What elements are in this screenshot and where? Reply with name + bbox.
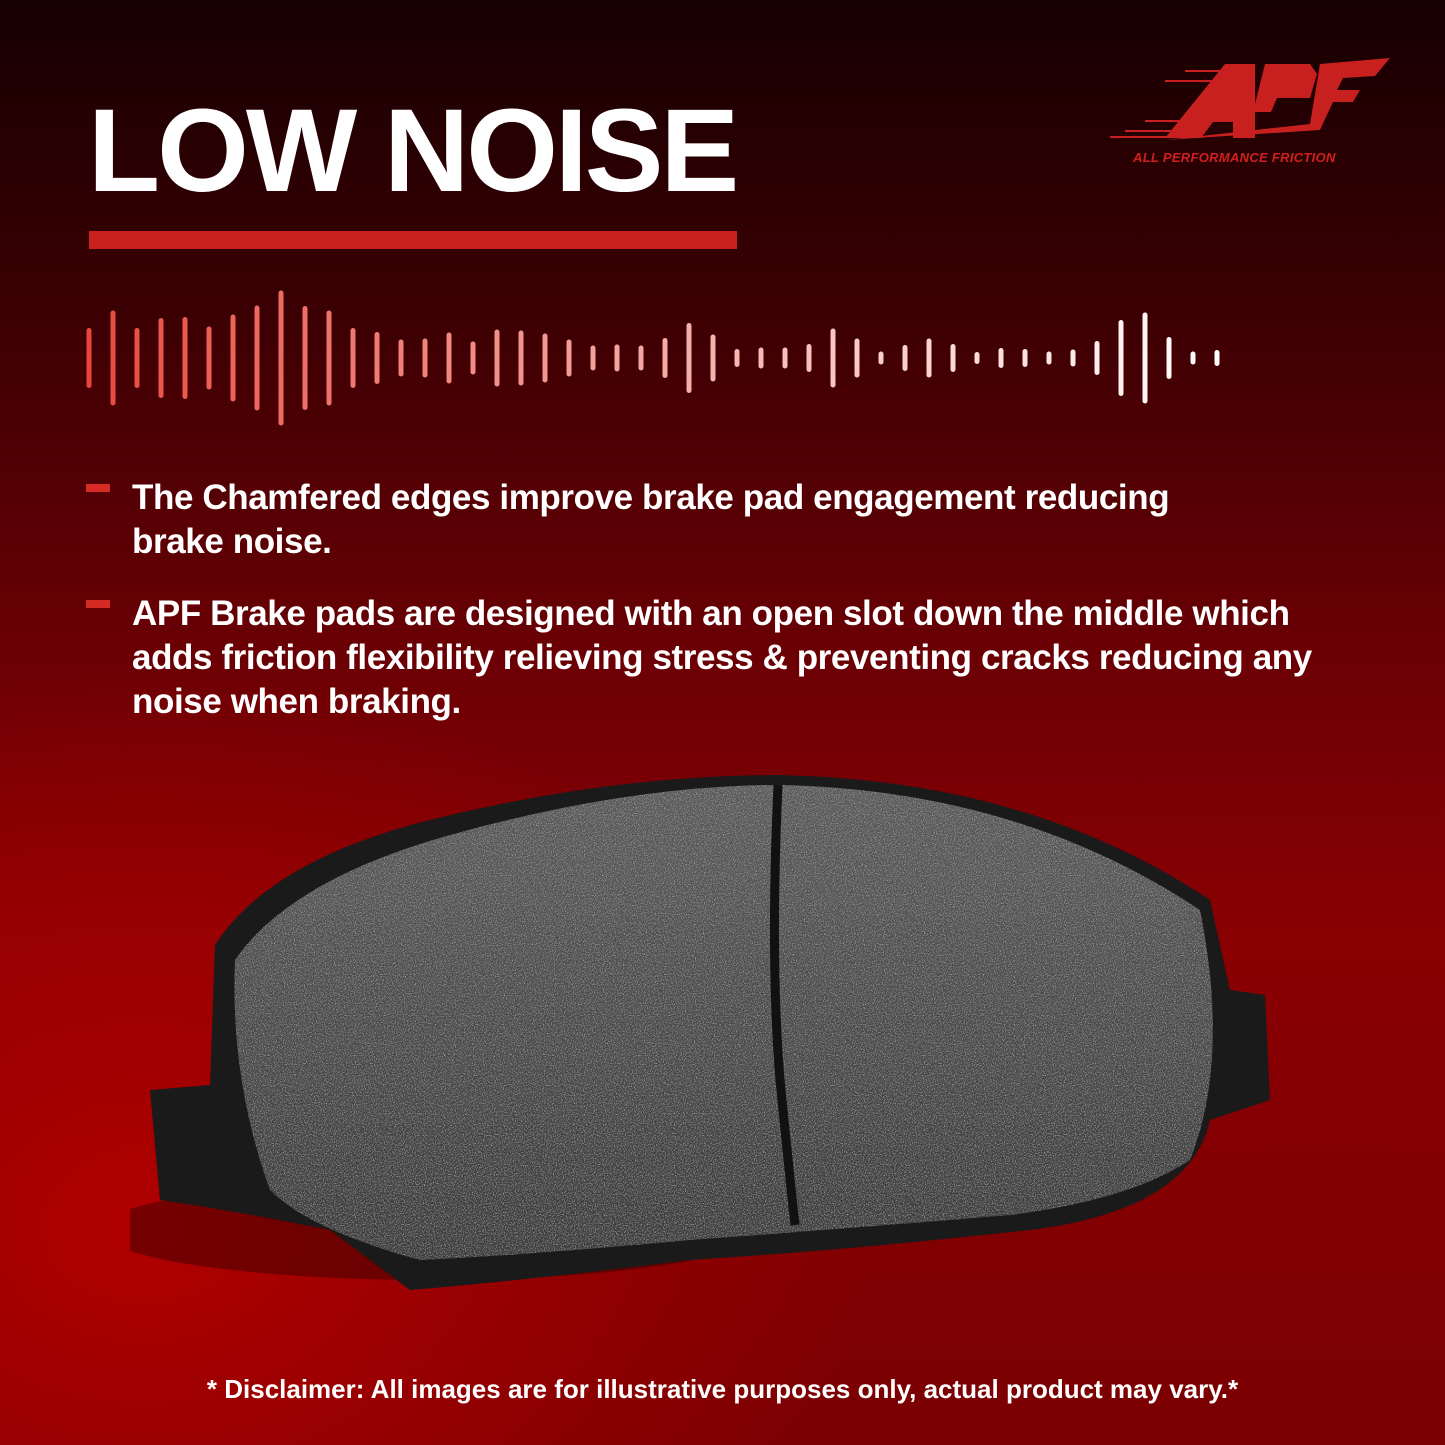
page-title: LOW NOISE [88, 85, 739, 217]
bullet-text: The Chamfered edges improve brake pad en… [132, 478, 1170, 561]
wave-bar [446, 332, 452, 384]
bullet-item: APF Brake pads are designed with an open… [86, 592, 1362, 724]
wave-bar [1142, 312, 1148, 404]
apf-logo [1110, 58, 1390, 140]
wave-bar [254, 305, 260, 411]
wave-bar [470, 341, 476, 375]
bullet-dash-icon [86, 600, 110, 608]
wave-bar [518, 330, 524, 386]
wave-bar [1214, 350, 1220, 366]
wave-bar [854, 338, 860, 378]
wave-bar [1094, 341, 1100, 375]
wave-bar [1022, 349, 1028, 367]
wave-bar [110, 310, 116, 406]
wave-bar [206, 326, 212, 390]
wave-bar [902, 345, 908, 371]
wave-bar [830, 328, 836, 388]
wave-bar [878, 351, 884, 365]
wave-bar [734, 349, 740, 367]
wave-bar [230, 314, 236, 402]
brake-pad-image [130, 775, 1270, 1290]
wave-bar [782, 347, 788, 369]
wave-bar [950, 344, 956, 372]
disclaimer-text: * Disclaimer: All images are for illustr… [206, 1374, 1239, 1404]
wave-bar [494, 329, 500, 387]
wave-bar [86, 328, 92, 388]
wave-bar [686, 323, 692, 393]
wave-bar [1190, 351, 1196, 365]
wave-bar [926, 338, 932, 378]
wave-bar [1166, 337, 1172, 379]
wave-bar [158, 318, 164, 398]
bullet-dash-icon [86, 484, 110, 492]
wave-bar [1118, 320, 1124, 396]
wave-bar [1070, 349, 1076, 367]
wave-bar [182, 317, 188, 399]
bullet-item: The Chamfered edges improve brake pad en… [86, 476, 1212, 564]
bullet-text: APF Brake pads are designed with an open… [132, 594, 1312, 721]
wave-bar [542, 333, 548, 383]
wave-bar [806, 344, 812, 372]
wave-bar [422, 338, 428, 378]
logo-tagline: ALL PERFORMANCE FRICTION [1133, 150, 1336, 165]
wave-bar [614, 344, 620, 372]
wave-bar [134, 328, 140, 388]
wave-bar [302, 306, 308, 410]
wave-bar [326, 310, 332, 406]
wave-bar [998, 348, 1004, 368]
wave-bar [350, 328, 356, 388]
wave-bar [1046, 351, 1052, 365]
wave-bar [566, 339, 572, 377]
wave-bar [638, 345, 644, 371]
wave-bar [974, 352, 980, 364]
wave-bar [710, 334, 716, 382]
wave-bar [398, 339, 404, 377]
wave-bar [278, 290, 284, 426]
sound-wave-graphic [86, 290, 1220, 426]
title-underline [89, 231, 737, 249]
wave-bar [374, 332, 380, 384]
wave-bar [758, 347, 764, 369]
wave-bar [662, 338, 668, 378]
wave-bar [590, 345, 596, 371]
